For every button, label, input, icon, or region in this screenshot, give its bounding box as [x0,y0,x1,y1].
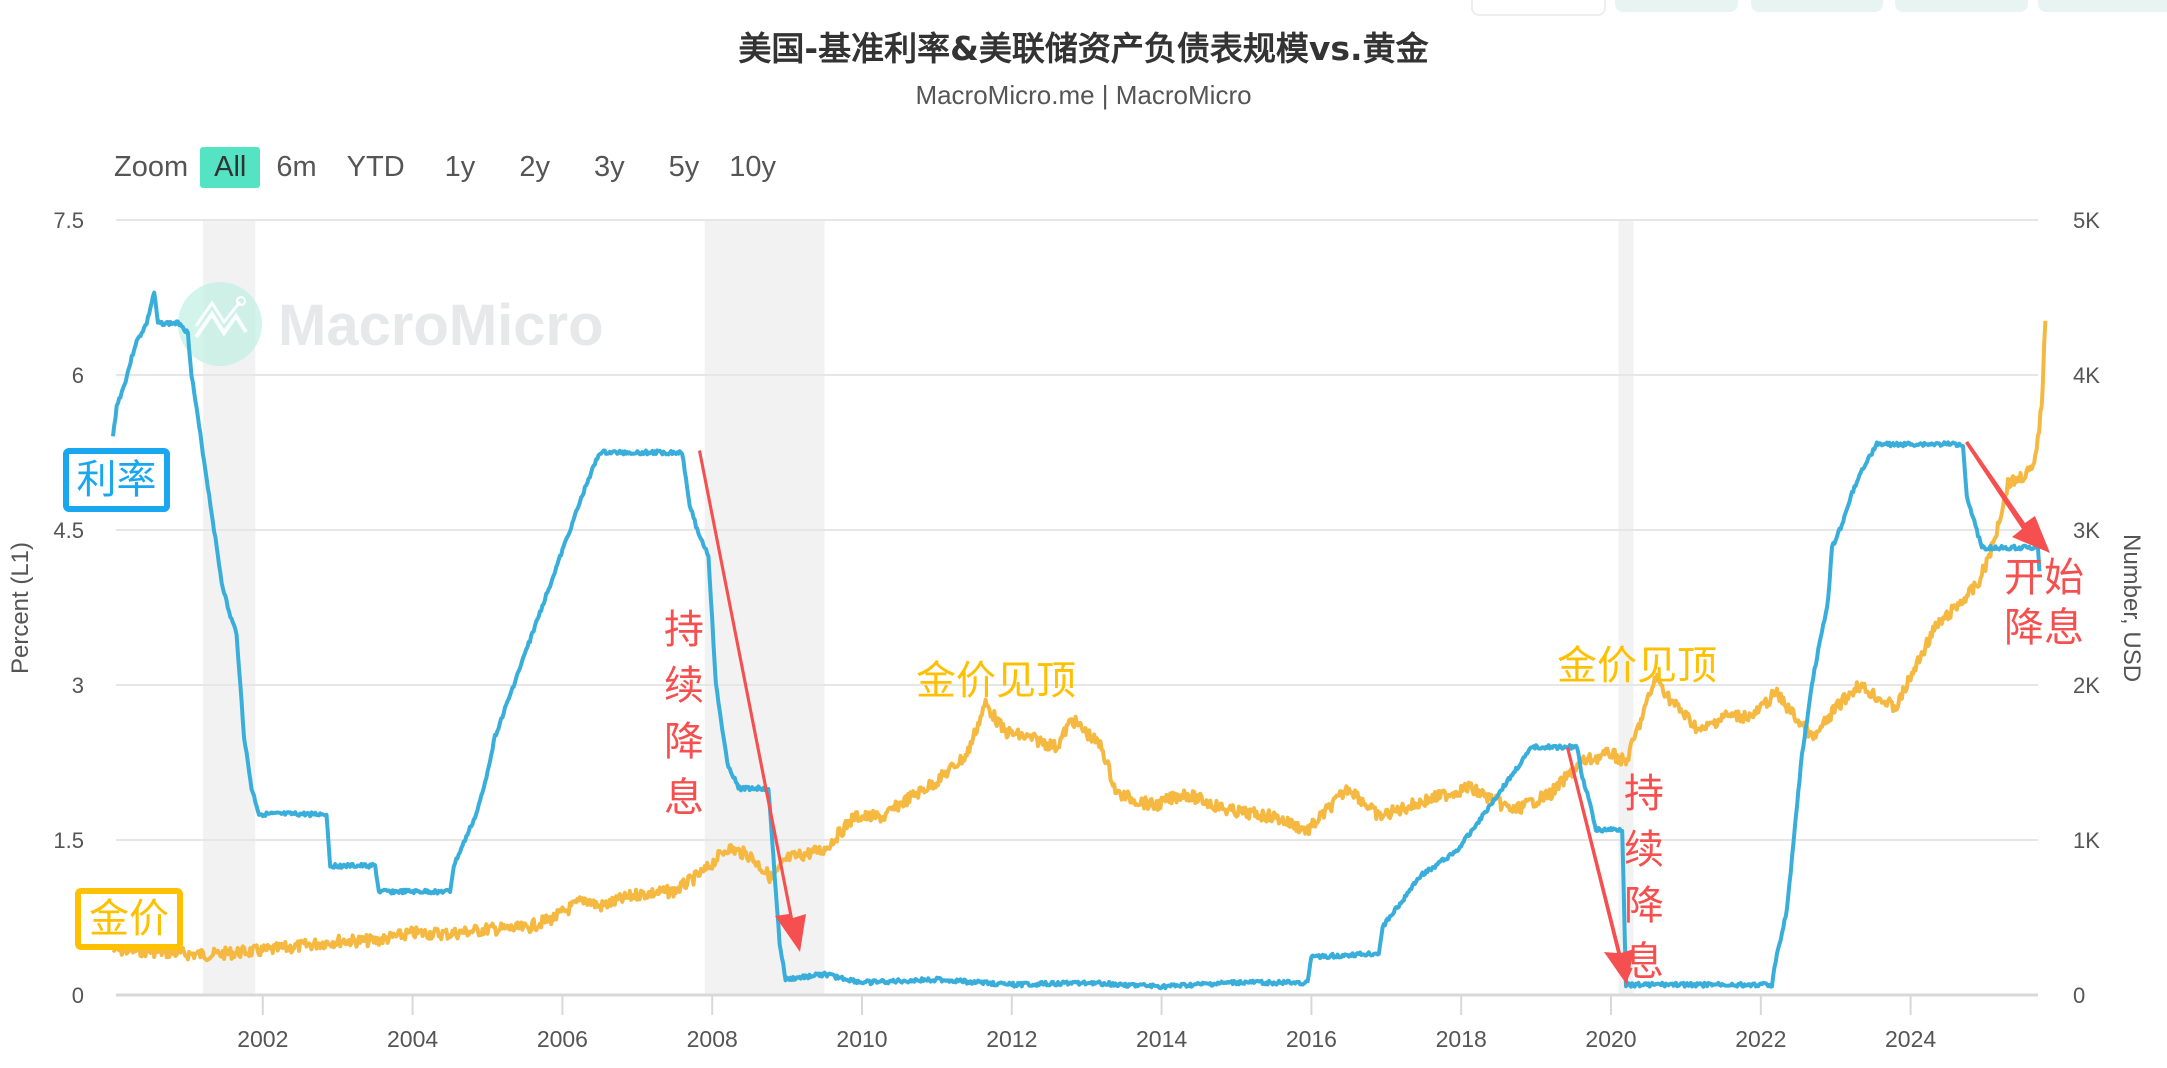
zoom-5y-button[interactable]: 5y [668,150,700,183]
y-axis-right-title: Number, USD [2118,534,2145,682]
svg-text:4.5: 4.5 [53,518,84,543]
svg-text:2006: 2006 [537,1026,588,1052]
anno-char: 息 [664,775,704,821]
arrow-cut-2008 [698,450,806,952]
anno-char: 续 [664,663,704,709]
svg-text:2016: 2016 [1286,1026,1337,1052]
anno-line: 降息 [2004,605,2084,651]
zoom-6m-button[interactable]: 6m [276,150,317,183]
watermark-logo: MacroMicro [178,282,604,366]
zoom-1y-button[interactable]: 1y [444,150,476,183]
top-tab-3[interactable] [1751,0,1883,12]
x-axis: 2002 2004 2006 2008 2010 2012 2014 2016 2018 2020… [237,995,1936,1052]
zoom-ytd-button[interactable]: YTD [346,150,405,183]
anno-char: 续 [1624,827,1664,873]
gold-peak-annotation-2011: 金价见顶 [916,658,1076,704]
svg-text:1.5: 1.5 [53,828,84,853]
zoom-2y-button[interactable]: 2y [519,150,550,183]
anno-char: 持 [664,607,704,653]
svg-text:5K: 5K [2073,208,2100,233]
chart-subtitle: MacroMicro.me | MacroMicro [915,80,1252,110]
gold-peak-annotation-2020: 金价见顶 [1557,643,1717,689]
svg-text:2020: 2020 [1585,1026,1636,1052]
top-tab-2[interactable] [1615,0,1738,12]
svg-text:3: 3 [72,673,84,698]
watermark-text: MacroMicro [278,293,604,358]
anno-char: 持 [1624,771,1664,817]
rate-legend-box: 利率 [63,448,170,512]
y-axis-left: 0 1.5 3 4.5 6 7.5 [53,208,84,1008]
svg-text:3K: 3K [2073,518,2100,543]
svg-text:2004: 2004 [387,1026,438,1052]
svg-text:2K: 2K [2073,673,2100,698]
y-axis-right: 0 1K 2K 3K 4K 5K [2073,208,2100,1008]
svg-text:6: 6 [72,363,84,388]
anno-line: 开始 [2004,555,2084,601]
svg-text:2002: 2002 [237,1026,288,1052]
anno-char: 降 [664,719,704,765]
svg-text:1K: 1K [2073,828,2100,853]
chart-title: 美国-基准利率&美联储资产负债表规模vs.黄金 [738,29,1429,68]
svg-text:0: 0 [72,983,84,1008]
cut-annotation-2020: 持 续 降 息 [1622,766,1666,990]
arrow-cut-2020 [1566,747,1634,985]
svg-text:2010: 2010 [836,1026,887,1052]
svg-text:2024: 2024 [1885,1026,1936,1052]
svg-text:2012: 2012 [986,1026,1037,1052]
anno-char: 降 [1624,883,1664,929]
start-cut-annotation-2024: 开始 降息 [2004,553,2084,653]
zoom-10y-button[interactable]: 10y [729,150,776,183]
svg-text:4K: 4K [2073,363,2100,388]
top-tab-4[interactable] [1895,0,2028,12]
svg-text:2022: 2022 [1735,1026,1786,1052]
cut-annotation-2008: 持 续 降 息 [662,602,706,826]
interest-rate-line[interactable] [111,290,2042,991]
top-tab-5[interactable] [2038,0,2167,12]
svg-text:2008: 2008 [687,1026,738,1052]
svg-text:0: 0 [2073,983,2085,1008]
gold-legend-box: 金价 [75,888,183,950]
svg-text:2018: 2018 [1436,1026,1487,1052]
svg-text:7.5: 7.5 [53,208,84,233]
svg-text:2014: 2014 [1136,1026,1187,1052]
anno-char: 息 [1624,939,1664,985]
zoom-all-button[interactable]: All [200,146,261,188]
gold-price-line[interactable] [111,320,2048,963]
zoom-range-selector: Zoom All 6m YTD 1y 2y 3y 5y 10y [114,143,792,191]
top-tab-1[interactable] [1471,0,1606,16]
y-axis-left-title: Percent (L1) [7,542,34,674]
zoom-label: Zoom [114,150,189,183]
gridlines [116,219,2038,997]
arrow-start-cut-2024 [1965,441,2050,553]
zoom-3y-button[interactable]: 3y [593,150,625,183]
